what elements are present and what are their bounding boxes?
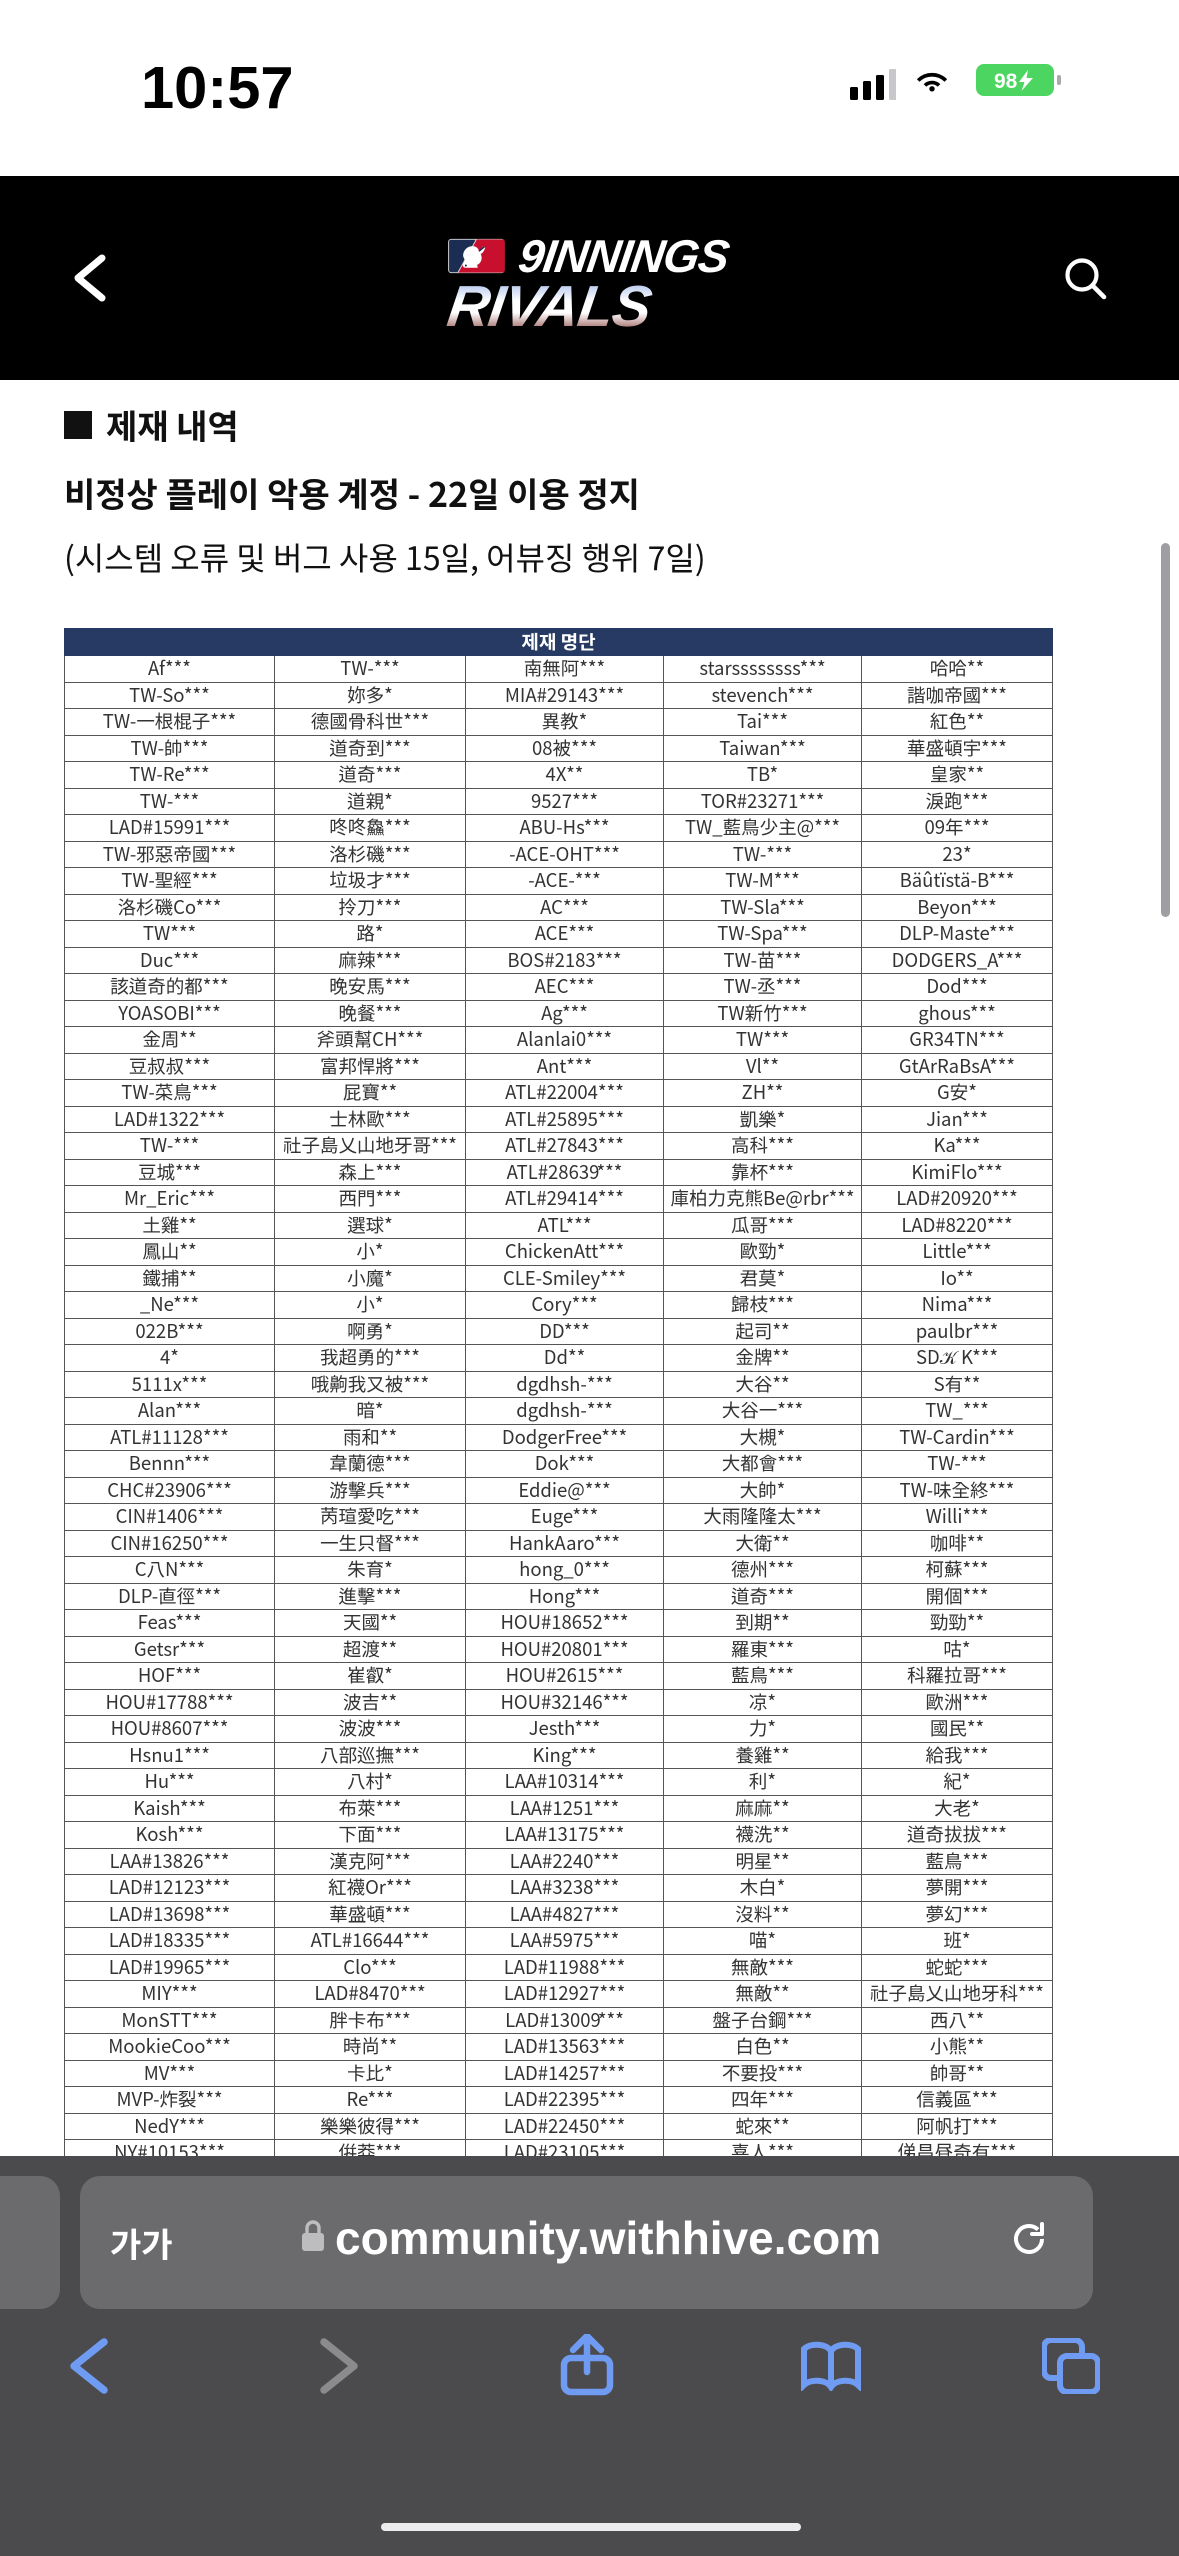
svg-text:98: 98: [994, 70, 1018, 93]
